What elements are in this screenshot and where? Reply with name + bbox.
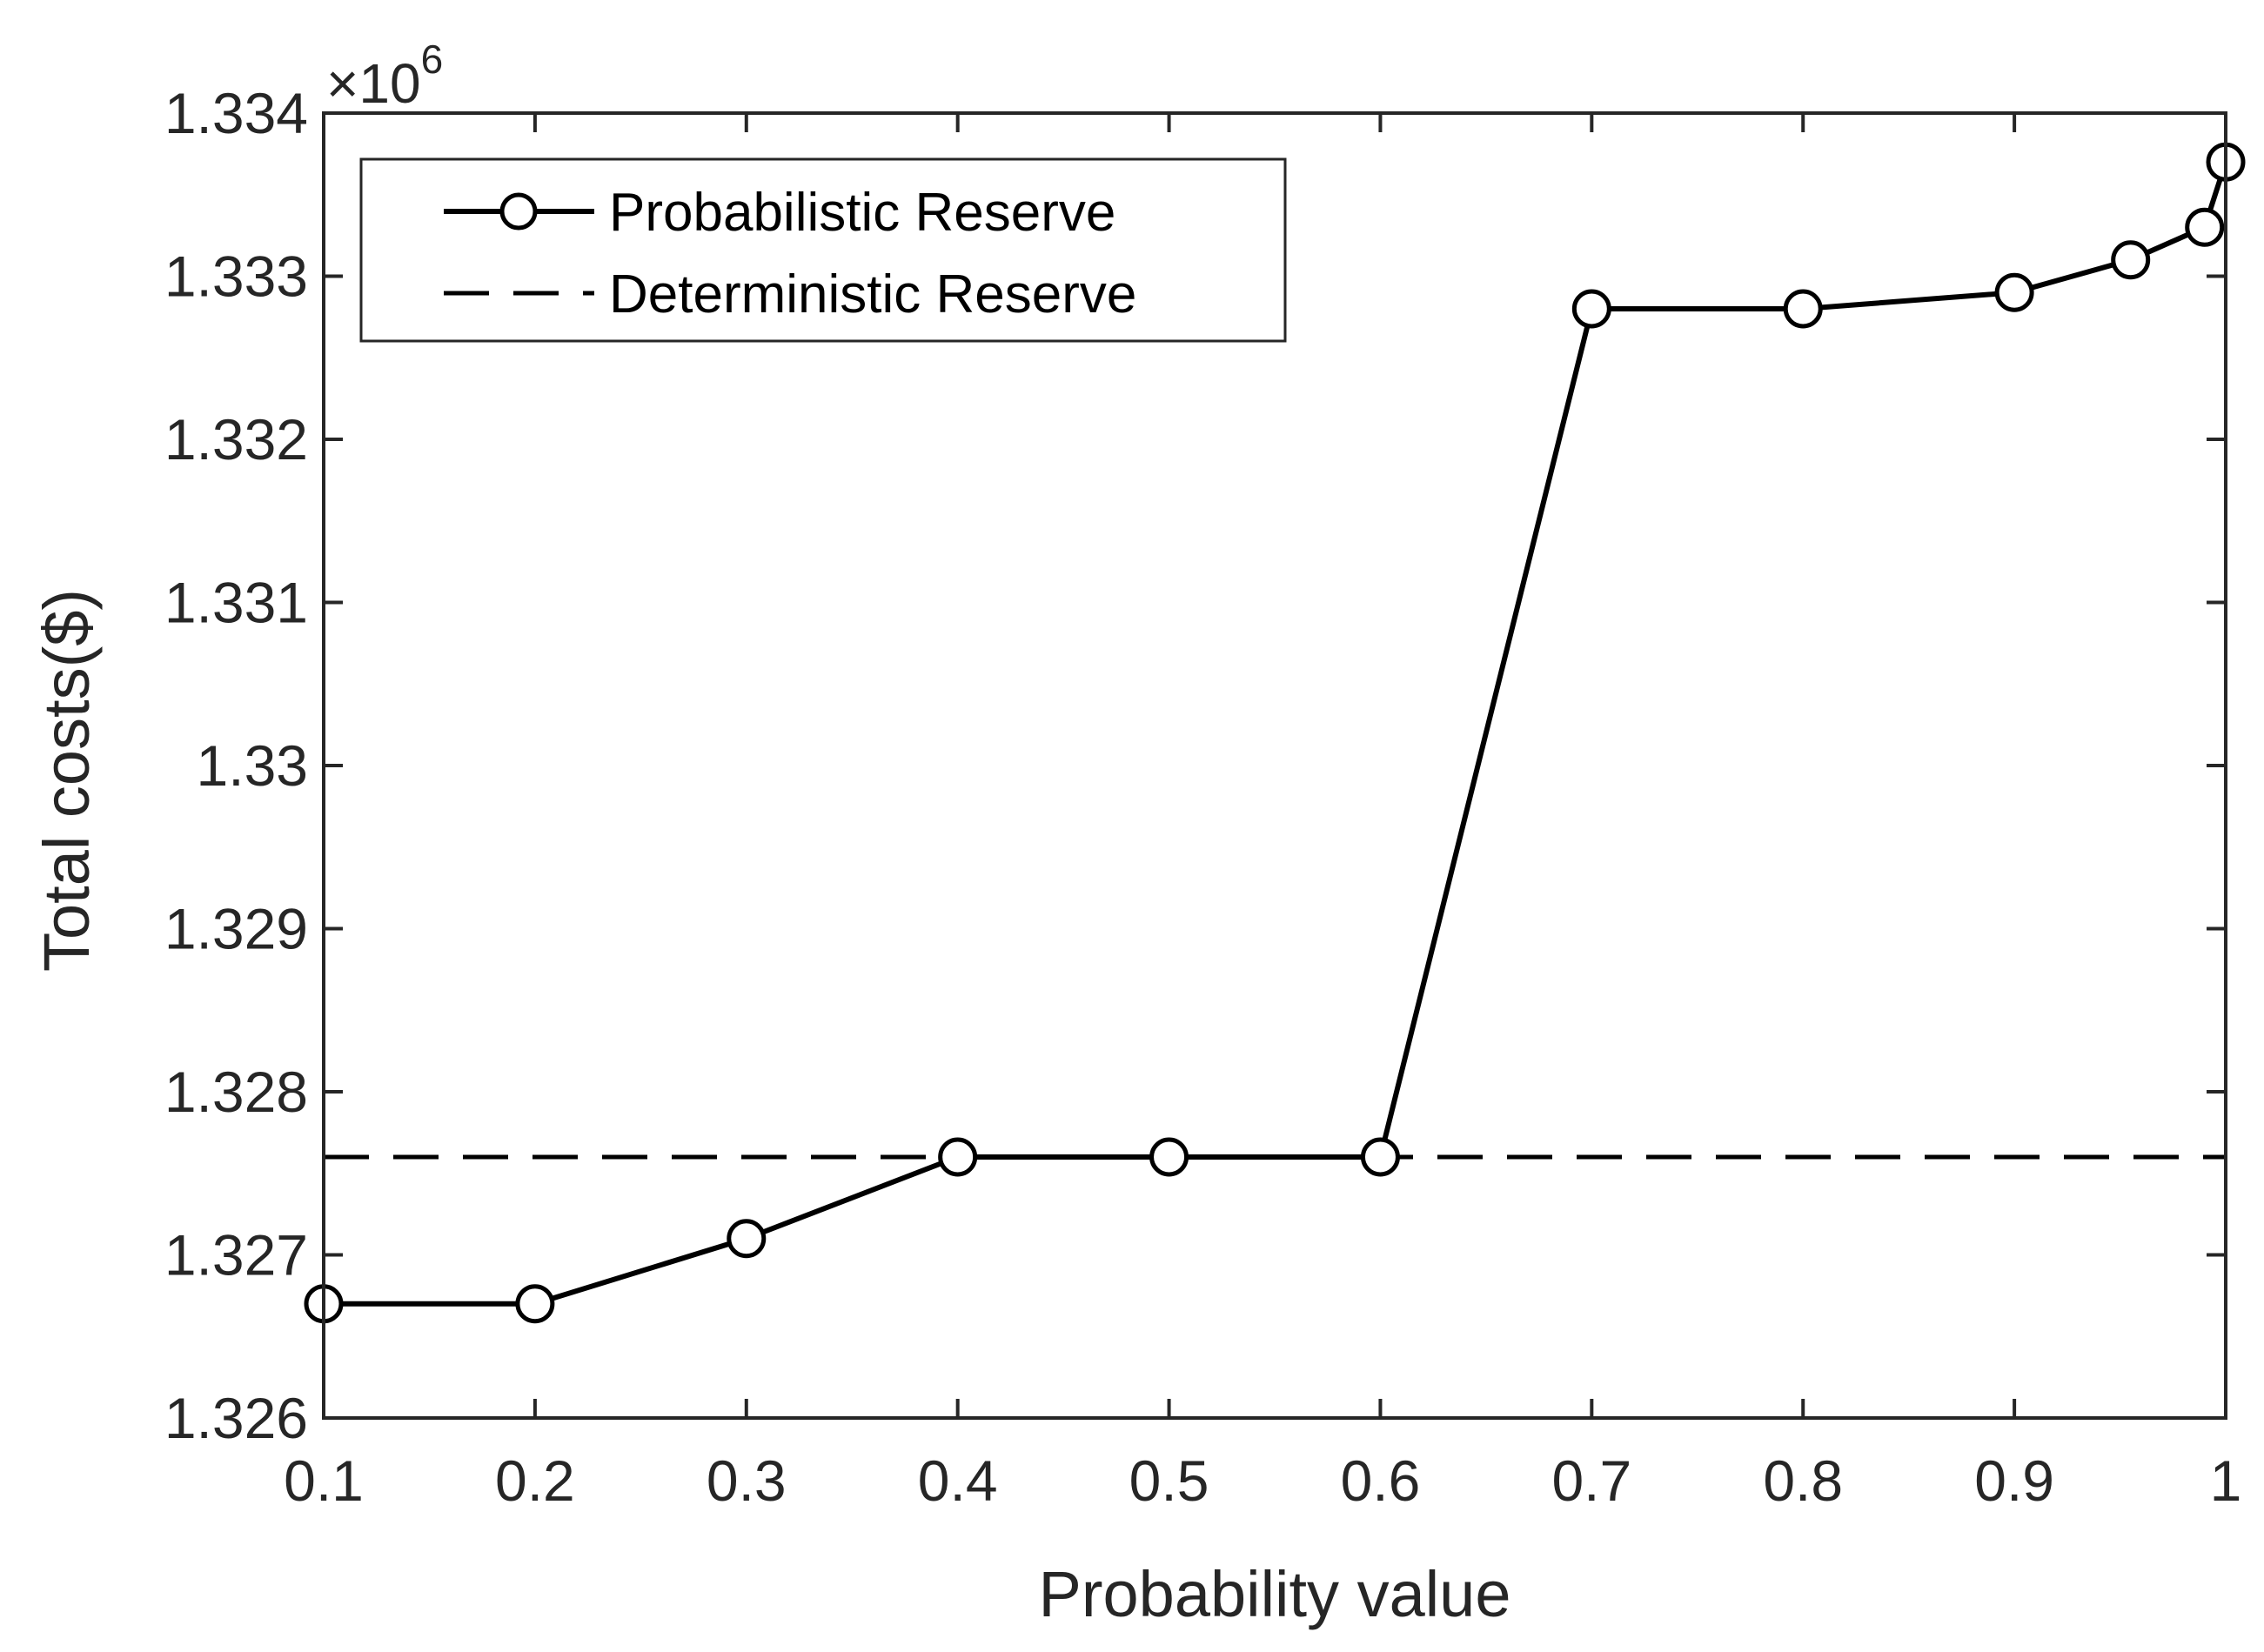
probabilistic-reserve-point	[1149, 1137, 1189, 1177]
x-tick-label: 1	[2210, 1448, 2242, 1513]
x-tick-label: 0.5	[1129, 1448, 1209, 1513]
x-tick-label: 0.6	[1341, 1448, 1421, 1513]
probabilistic-reserve-point	[938, 1137, 978, 1177]
x-tick-label: 0.8	[1763, 1448, 1843, 1513]
x-axis-title: Probability value	[1039, 1558, 1511, 1630]
exponent-base: ×10	[326, 52, 421, 115]
legend-box	[359, 157, 1287, 343]
y-tick-label: 1.327	[164, 1223, 308, 1287]
probabilistic-reserve-point	[2185, 207, 2225, 247]
legend-label-probabilistic: Probabilistic Reserve	[609, 183, 1115, 243]
probabilistic-reserve-point	[727, 1219, 767, 1259]
y-tick-label: 1.329	[164, 897, 308, 961]
probabilistic-reserve-point	[1571, 289, 1611, 329]
x-axis-ticks: 0.1 0.2 0.3 0.4 0.5 0.6 0.7 0.8 0.9 1	[284, 113, 2241, 1513]
probabilistic-reserve-point	[2111, 240, 2151, 280]
probabilistic-reserve-point	[1994, 272, 2034, 312]
x-tick-label: 0.3	[707, 1448, 787, 1513]
y-tick-label: 1.328	[164, 1060, 308, 1124]
x-tick-label: 0.2	[495, 1448, 575, 1513]
legend-label-deterministic: Deterministic Reserve	[609, 264, 1136, 324]
y-tick-label: 1.33	[197, 733, 308, 798]
probabilistic-reserve-point	[1360, 1137, 1400, 1177]
probabilistic-reserve-point	[515, 1284, 555, 1324]
x-tick-label: 0.7	[1551, 1448, 1631, 1513]
y-tick-label: 1.331	[164, 571, 308, 635]
y-axis-ticks: 1.326 1.327 1.328 1.329 1.33 1.331 1.332 1.333 1…	[164, 81, 2226, 1450]
x-tick-label: 0.1	[284, 1448, 364, 1513]
y-tick-label: 1.332	[164, 407, 308, 472]
x-tick-label: 0.9	[1974, 1448, 2054, 1513]
exponent-power: 6	[421, 37, 444, 82]
y-tick-label: 1.334	[164, 81, 308, 145]
y-tick-label: 1.333	[164, 244, 308, 309]
x-tick-label: 0.4	[918, 1448, 998, 1513]
y-axis-exponent-label: ×106	[326, 37, 443, 115]
y-axis-title: Total costs($)	[30, 589, 103, 972]
plot-area	[304, 142, 2246, 1324]
legend-marker-probabilistic	[499, 192, 538, 231]
legend: Probabilistic Reserve Deterministic Rese…	[359, 157, 1287, 343]
probabilistic-reserve-point	[1783, 289, 1823, 329]
y-tick-label: 1.326	[164, 1386, 308, 1450]
